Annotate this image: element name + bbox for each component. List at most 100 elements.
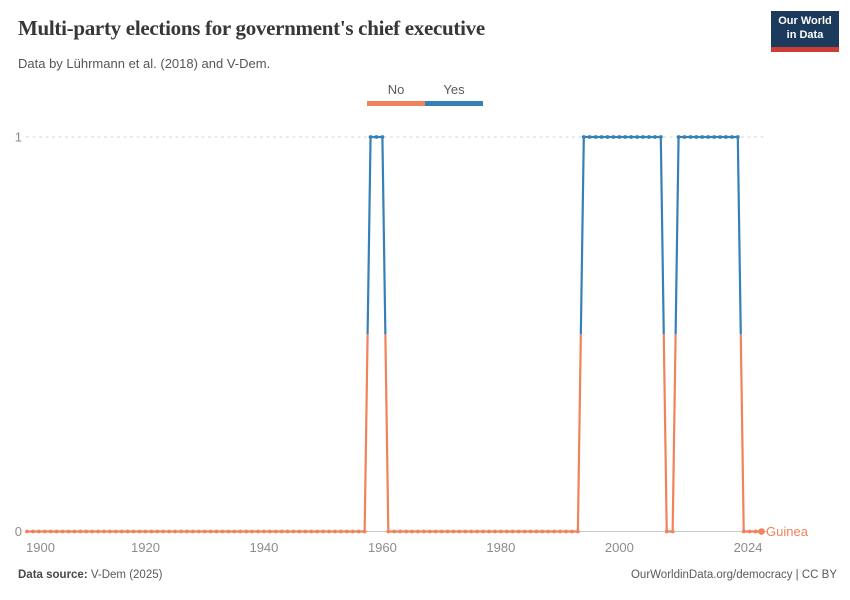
series-point	[451, 529, 456, 534]
series-point	[747, 529, 752, 534]
series-point	[125, 529, 130, 534]
series-point	[303, 529, 308, 534]
series-point	[599, 135, 604, 139]
series-point	[108, 529, 112, 534]
series-point	[279, 529, 284, 534]
series-point	[493, 529, 497, 534]
series-point	[712, 135, 717, 139]
owid-logo[interactable]: Our World in Data	[771, 11, 839, 52]
series-point	[629, 135, 634, 139]
series-point	[552, 529, 557, 534]
series-point	[611, 135, 616, 139]
series-point	[416, 529, 420, 534]
series-point	[510, 529, 515, 534]
series-point	[688, 135, 693, 139]
series-point	[386, 529, 391, 534]
series-point	[410, 529, 414, 534]
owid-link[interactable]: OurWorldinData.org/democracy | CC BY	[630, 569, 837, 581]
series-point	[498, 529, 503, 534]
series-point	[700, 135, 705, 139]
series-point	[119, 529, 124, 534]
x-tick-label: 2024	[734, 540, 763, 555]
series-point	[481, 529, 486, 534]
series-point	[84, 529, 89, 534]
series-point	[534, 529, 539, 534]
series-point	[48, 529, 53, 534]
series-point	[570, 529, 574, 534]
series-point	[285, 529, 290, 534]
series-point	[220, 529, 225, 534]
legend: No Yes	[0, 82, 850, 106]
series-point	[167, 529, 172, 534]
series-point	[546, 529, 551, 534]
series-point	[113, 529, 118, 534]
series-point	[173, 529, 177, 534]
x-tick-label: 1980	[486, 540, 515, 555]
series-point	[315, 529, 320, 534]
series-point	[676, 135, 681, 139]
series-point	[647, 135, 651, 139]
series-point	[339, 529, 343, 534]
series-point	[540, 529, 545, 534]
legend-item-yes[interactable]: Yes	[425, 82, 483, 106]
data-source-label: Data source:	[18, 569, 88, 581]
series-point	[398, 529, 403, 534]
series-point	[96, 529, 100, 534]
series-point	[516, 529, 521, 534]
series-point	[575, 529, 580, 534]
series-point	[137, 529, 142, 534]
series-end-marker	[758, 528, 765, 535]
series-point	[31, 529, 35, 534]
legend-item-no[interactable]: No	[367, 82, 425, 106]
series-point	[238, 529, 243, 534]
series-point	[196, 529, 201, 534]
series-point	[504, 529, 509, 534]
series-point	[232, 529, 237, 534]
series-point	[741, 529, 746, 534]
series-point	[143, 529, 148, 534]
legend-swatch	[367, 101, 425, 106]
series-point	[273, 529, 278, 534]
series-point	[635, 135, 640, 139]
series-point	[149, 529, 154, 534]
series-point	[564, 529, 568, 534]
series-point	[469, 529, 474, 534]
y-tick-label: 0	[15, 524, 22, 539]
series-point	[457, 529, 462, 534]
series-point	[587, 135, 592, 139]
series-point	[605, 135, 610, 139]
series-point	[90, 529, 95, 534]
series-line-yes	[366, 135, 742, 335]
series-point	[694, 135, 699, 139]
series-point	[463, 529, 468, 534]
series-point	[202, 529, 207, 534]
series-point	[729, 135, 734, 139]
series-point	[309, 529, 314, 534]
series-point	[593, 135, 598, 139]
chart-subtitle: Data by Lührmann et al. (2018) and V-Dem…	[18, 56, 271, 71]
series-point	[190, 529, 195, 534]
series-point	[664, 529, 669, 534]
series-point	[522, 529, 527, 534]
series-point	[392, 529, 397, 534]
series-point	[362, 529, 367, 534]
series-point	[185, 529, 189, 534]
series-point	[487, 529, 491, 534]
series-point	[54, 529, 59, 534]
owid-logo-line2: in Data	[786, 29, 824, 42]
series-point	[623, 135, 628, 139]
x-tick-label: 1940	[249, 540, 278, 555]
x-tick-label: 1920	[131, 540, 160, 555]
series-point	[753, 529, 758, 534]
series-point	[433, 529, 438, 534]
series-point	[652, 135, 657, 139]
legend-label: Yes	[443, 82, 465, 97]
chart-title: Multi-party elections for government's c…	[18, 16, 485, 40]
series-point	[297, 529, 302, 534]
owid-logo-line1: Our World	[778, 15, 832, 27]
series-point	[404, 529, 408, 534]
series-point	[214, 529, 219, 534]
x-tick-label: 2000	[605, 540, 634, 555]
series-point	[641, 135, 645, 139]
series-point	[250, 529, 254, 534]
